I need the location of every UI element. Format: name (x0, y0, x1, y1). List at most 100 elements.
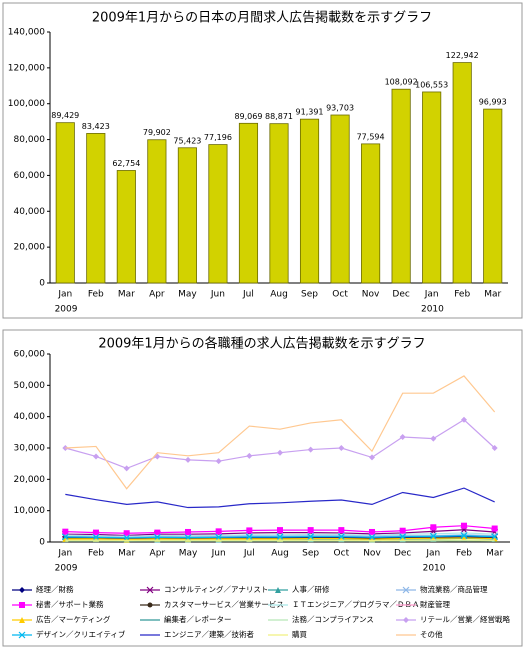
marker (61, 533, 69, 541)
legend-label: 広告／マーケティング (36, 614, 111, 624)
value-label: 62,754 (112, 159, 140, 168)
marker (430, 524, 437, 531)
y-tick-label: 60,000 (14, 171, 46, 181)
legend-label: 人事／研修 (292, 584, 330, 594)
bar (55, 122, 75, 284)
x-tick-label: Mar (118, 549, 135, 559)
marker (123, 465, 130, 472)
bar (361, 143, 381, 284)
x-tick-label: Feb (88, 549, 104, 559)
x-tick-label: Mar (486, 549, 503, 559)
marker (429, 532, 437, 540)
marker (93, 453, 99, 460)
bar (299, 118, 320, 284)
marker (369, 454, 375, 461)
legend-label: 法務／コンプライアンス (292, 614, 374, 624)
marker (337, 533, 345, 541)
y-tick-label: 80,000 (14, 135, 46, 145)
bar (116, 170, 136, 284)
bar (483, 108, 503, 284)
y-tick-label: 40,000 (14, 412, 46, 422)
marker (245, 533, 253, 541)
x-tick-label: Jan (57, 290, 72, 300)
line (65, 532, 495, 537)
value-label: 79,902 (143, 128, 171, 137)
y-tick-label: 50,000 (14, 381, 46, 391)
value-label: 122,942 (446, 51, 479, 60)
bar (422, 91, 442, 284)
bar (391, 88, 411, 284)
y-tick-label: 0 (39, 279, 45, 289)
legend-marker (19, 587, 25, 593)
x-tick-label: Jan (57, 549, 72, 559)
marker (368, 533, 376, 541)
value-label: 77,594 (357, 132, 385, 141)
marker (399, 527, 406, 534)
value-label: 91,391 (296, 108, 324, 117)
value-label: 88,871 (265, 112, 293, 121)
marker (460, 532, 468, 540)
bar (86, 133, 106, 284)
marker (92, 533, 100, 541)
marker (461, 416, 467, 423)
marker (215, 528, 222, 535)
y-tick-label: 20,000 (14, 243, 46, 253)
legend-label: 物流業務／商品管理 (420, 584, 488, 594)
legend-label: 経理／財務 (36, 584, 74, 594)
x-tick-label: Oct (334, 549, 350, 559)
legend-marker (402, 586, 410, 594)
legend-marker (146, 586, 154, 594)
x-tick-label: Jul (242, 290, 254, 300)
marker (246, 452, 253, 459)
x-tick-label: Nov (363, 549, 381, 559)
bar (452, 62, 472, 284)
bar (177, 147, 197, 284)
x-tick-label: Nov (362, 290, 380, 300)
legend-marker (19, 602, 25, 608)
marker (338, 445, 345, 451)
chart-title: 2009年1月からの日本の月間求人広告掲載数を示すグラフ (92, 10, 432, 26)
legend-label: カスタマーサービス／営業サービス (164, 599, 284, 609)
chart-frame (2, 329, 523, 647)
year-label: 2009 (55, 305, 78, 315)
x-tick-label: Sep (301, 290, 318, 300)
legend-label: その他 (420, 629, 443, 639)
legend-label: コンサルティング／アナリスト (164, 584, 268, 594)
marker (123, 530, 130, 537)
legend-label: エンジニア／建築／技術者 (164, 629, 254, 639)
marker (246, 527, 253, 534)
y-tick-label: 100,000 (8, 99, 45, 109)
year-label: 2009 (55, 564, 78, 574)
value-label: 96,993 (479, 98, 507, 107)
x-tick-label: Jan (425, 549, 440, 559)
legend-label: 秘書／サポート業務 (36, 599, 104, 609)
legend-label: 編集者／レポーター (164, 614, 232, 624)
marker (185, 456, 191, 463)
legend-marker (18, 631, 26, 639)
x-tick-label: May (179, 549, 198, 559)
marker (307, 446, 314, 453)
marker (461, 522, 467, 529)
marker (491, 445, 498, 451)
legend-label: ＩＴエンジニア／プログラマ／ＤＢＡ (292, 599, 420, 609)
x-tick-label: Sep (302, 549, 319, 559)
marker (154, 529, 161, 536)
marker (307, 527, 314, 534)
legend-marker (19, 617, 25, 623)
line (65, 539, 495, 542)
year-label: 2010 (423, 564, 446, 574)
x-tick-label: May (178, 290, 197, 300)
marker (430, 435, 437, 442)
y-tick-label: 60,000 (14, 350, 46, 360)
year-label: 2010 (421, 305, 444, 315)
x-tick-label: Apr (149, 290, 165, 300)
x-tick-label: Mar (118, 290, 135, 300)
line (65, 487, 495, 509)
value-label: 83,423 (82, 122, 110, 131)
marker (185, 528, 191, 535)
chart-title: 2009年1月からの各職種の求人広告掲載数を示すグラフ (98, 336, 425, 352)
marker (62, 528, 69, 535)
value-label: 75,423 (173, 136, 201, 145)
marker (399, 533, 407, 541)
legend-label: 購買 (292, 629, 307, 639)
